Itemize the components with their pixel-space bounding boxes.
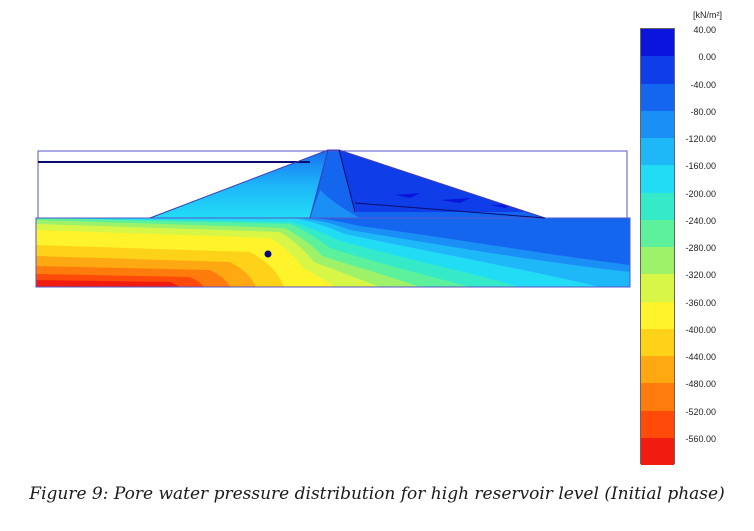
legend-swatch bbox=[641, 328, 674, 356]
legend-swatch bbox=[641, 29, 674, 57]
legend-swatch bbox=[641, 356, 674, 384]
legend-swatch bbox=[641, 192, 674, 220]
legend-label: -80.00 bbox=[690, 106, 716, 117]
legend-swatch bbox=[641, 383, 674, 411]
legend-swatch bbox=[641, 410, 674, 438]
legend-label: -480.00 bbox=[685, 379, 716, 390]
legend-label: -40.00 bbox=[690, 79, 716, 90]
legend-label: -280.00 bbox=[685, 243, 716, 253]
legend-label: -120.00 bbox=[685, 134, 716, 144]
legend-label: -560.00 bbox=[685, 433, 716, 444]
legend-swatch bbox=[641, 165, 674, 193]
legend-colorbar bbox=[640, 28, 675, 465]
legend-swatch bbox=[641, 301, 674, 329]
legend-swatch bbox=[641, 437, 674, 465]
point-marker bbox=[264, 250, 272, 258]
legend-swatch bbox=[641, 110, 674, 138]
legend-label: -520.00 bbox=[685, 406, 716, 417]
legend-label: 0.00 bbox=[698, 52, 716, 63]
foundation-contours bbox=[36, 218, 630, 287]
legend-label: -400.00 bbox=[685, 324, 716, 335]
geometry-outlines bbox=[35, 149, 631, 288]
legend-swatch bbox=[641, 56, 674, 84]
legend-label: -240.00 bbox=[685, 215, 716, 226]
legend-label: -200.00 bbox=[685, 188, 716, 199]
legend-label: 40.00 bbox=[693, 25, 716, 35]
legend-label: -440.00 bbox=[685, 352, 716, 362]
dam-contours bbox=[150, 150, 545, 218]
legend-label: -160.00 bbox=[685, 161, 716, 172]
legend-label: -360.00 bbox=[685, 297, 716, 308]
figure-caption: Figure 9: Pore water pressure distributi… bbox=[29, 484, 725, 504]
legend-swatch bbox=[641, 83, 674, 111]
legend-unit: [kN/m²] bbox=[693, 10, 722, 20]
legend-swatch bbox=[641, 247, 674, 275]
legend-swatch bbox=[641, 219, 674, 247]
legend-label: -320.00 bbox=[685, 270, 716, 281]
legend-swatch bbox=[641, 274, 674, 302]
legend-swatch bbox=[641, 138, 674, 166]
